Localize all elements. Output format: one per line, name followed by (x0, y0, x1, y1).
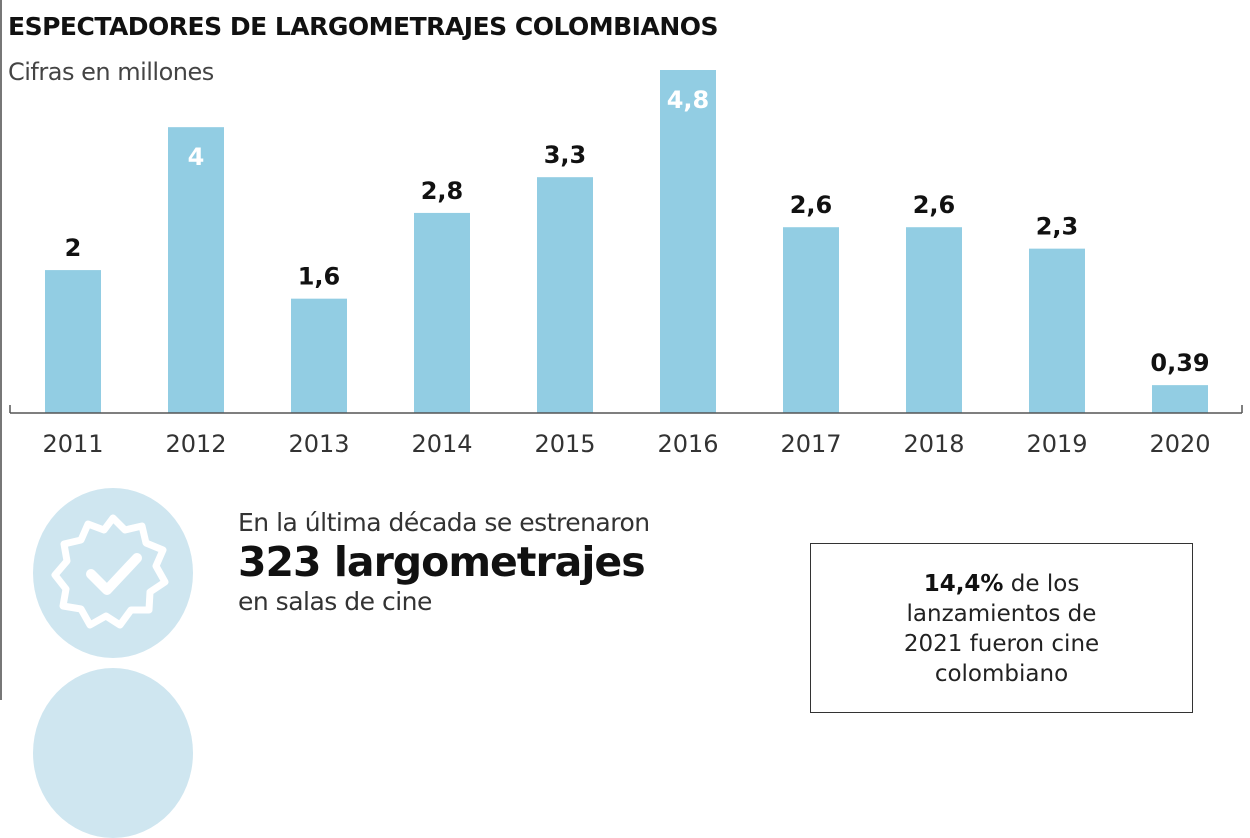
data-label: 2 (65, 234, 82, 262)
bar-2018 (906, 227, 962, 413)
box-line1: de los (1003, 571, 1080, 597)
bar-2012 (168, 127, 224, 414)
stat-line3: en salas de cine (238, 587, 432, 616)
data-label: 2,3 (1036, 213, 1079, 241)
x-tick-label: 2016 (657, 430, 718, 458)
bar-2016 (660, 70, 716, 413)
left-border (0, 0, 2, 700)
stat-big: 323 largometrajes (238, 538, 646, 586)
bar-2013 (291, 298, 347, 413)
x-tick-label: 2014 (411, 430, 472, 458)
chart-title: ESPECTADORES DE LARGOMETRAJES COLOMBIANO… (8, 12, 719, 41)
x-tick-label: 2015 (534, 430, 595, 458)
data-label: 0,39 (1150, 349, 1209, 377)
bar-2015 (537, 177, 593, 413)
info-box: 14,4% de los lanzamientos de 2021 fueron… (810, 543, 1193, 713)
bar-2020 (1152, 385, 1208, 413)
data-label: 3,3 (544, 141, 587, 169)
x-tick-label: 2020 (1149, 430, 1210, 458)
bar-2017 (783, 227, 839, 413)
x-tick-label: 2013 (288, 430, 349, 458)
badge-check-icon (33, 488, 193, 658)
bar-2014 (414, 212, 470, 413)
box-line2: lanzamientos de (906, 601, 1097, 627)
data-label: 2,6 (790, 191, 833, 219)
x-tick-label: 2018 (903, 430, 964, 458)
data-label: 4,8 (667, 86, 710, 114)
data-label: 2,8 (421, 177, 464, 205)
box-percent: 14,4% (923, 571, 1004, 597)
box-line3: 2021 fueron cine (903, 631, 1100, 657)
x-tick-label: 2017 (780, 430, 841, 458)
x-tick-label: 2011 (42, 430, 103, 458)
stat-line1: En la última década se estrenaron (238, 508, 650, 537)
bar-chart: 2 2011 4 2012 1,6 2013 2,8 2014 3,3 2015 4,8 2016 2,… (9, 70, 1243, 458)
bar-2011 (45, 270, 101, 413)
stat-films: En la última década se estrenaron 323 la… (238, 508, 650, 616)
x-tick-label: 2012 (165, 430, 226, 458)
badge-icon-2 (33, 668, 193, 838)
data-label: 1,6 (298, 263, 341, 291)
bar-2019 (1029, 248, 1085, 413)
data-label: 2,6 (913, 191, 956, 219)
box-line4: colombiano (934, 661, 1069, 687)
x-tick-label: 2019 (1026, 430, 1087, 458)
chart-subtitle: Cifras en millones (8, 58, 214, 86)
data-label: 4 (188, 143, 205, 171)
